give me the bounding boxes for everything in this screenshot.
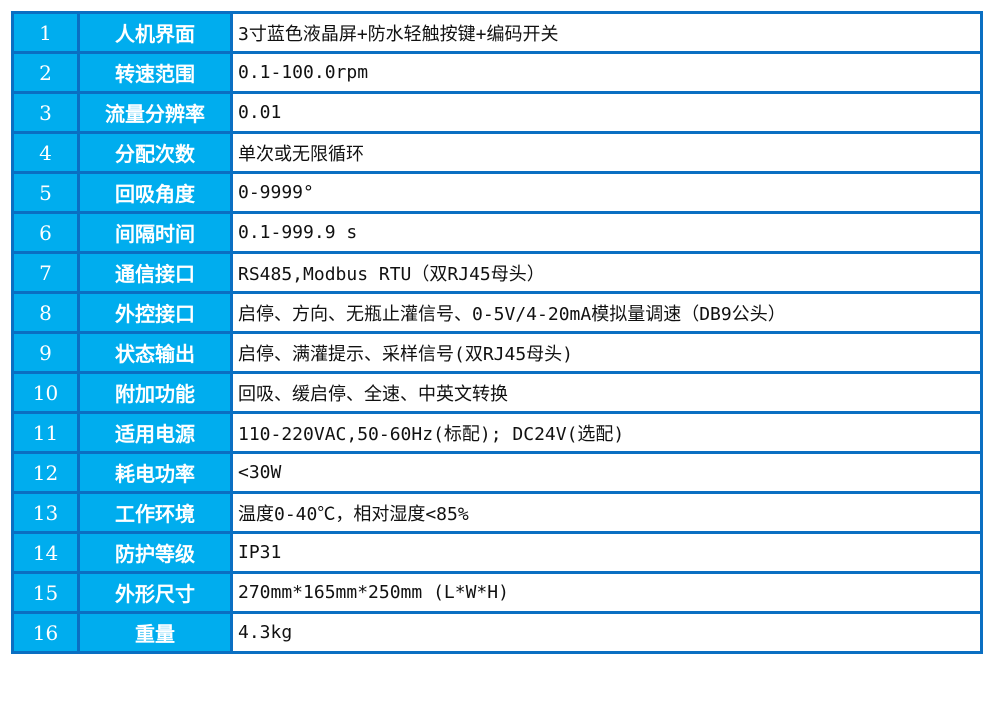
spec-value: 单次或无限循环 <box>230 131 983 174</box>
spec-value: 0.01 <box>230 91 983 134</box>
spec-label: 外控接口 <box>77 291 233 334</box>
spec-row: 15 外形尺寸 270mm*165mm*250mm (L*W*H) <box>11 571 983 614</box>
spec-value: 0.1-100.0rpm <box>230 51 983 94</box>
spec-row: 8 外控接口 启停、方向、无瓶止灌信号、0-5V/4-20mA模拟量调速（DB9公头… <box>11 291 983 334</box>
row-number: 13 <box>11 491 80 534</box>
row-number: 8 <box>11 291 80 334</box>
spec-row: 7 通信接口 RS485,Modbus RTU（双RJ45母头） <box>11 251 983 294</box>
spec-label: 工作环境 <box>77 491 233 534</box>
spec-label: 分配次数 <box>77 131 233 174</box>
row-number: 2 <box>11 51 80 94</box>
spec-value: 4.3kg <box>230 611 983 654</box>
spec-value: 0-9999° <box>230 171 983 214</box>
row-number: 1 <box>11 11 80 54</box>
spec-row: 16 重量 4.3kg <box>11 611 983 654</box>
row-number: 9 <box>11 331 80 374</box>
spec-value: 温度0-40℃，相对湿度<85% <box>230 491 983 534</box>
spec-value: 0.1-999.9 s <box>230 211 983 254</box>
spec-label: 附加功能 <box>77 371 233 414</box>
spec-row: 3 流量分辨率 0.01 <box>11 91 983 134</box>
spec-value: 启停、满灌提示、采样信号(双RJ45母头) <box>230 331 983 374</box>
spec-value: 启停、方向、无瓶止灌信号、0-5V/4-20mA模拟量调速（DB9公头） <box>230 291 983 334</box>
spec-row: 10 附加功能 回吸、缓启停、全速、中英文转换 <box>11 371 983 414</box>
row-number: 4 <box>11 131 80 174</box>
spec-row: 11 适用电源 110-220VAC,50-60Hz(标配); DC24V(选配) <box>11 411 983 454</box>
spec-row: 1 人机界面 3寸蓝色液晶屏+防水轻触按键+编码开关 <box>11 11 983 54</box>
spec-table: 1 人机界面 3寸蓝色液晶屏+防水轻触按键+编码开关 2 转速范围 0.1-100.0rp… <box>11 11 983 654</box>
row-number: 12 <box>11 451 80 494</box>
spec-row: 6 间隔时间 0.1-999.9 s <box>11 211 983 254</box>
spec-value: 270mm*165mm*250mm (L*W*H) <box>230 571 983 614</box>
spec-row: 2 转速范围 0.1-100.0rpm <box>11 51 983 94</box>
spec-label: 流量分辨率 <box>77 91 233 134</box>
spec-label: 间隔时间 <box>77 211 233 254</box>
spec-label: 人机界面 <box>77 11 233 54</box>
row-number: 15 <box>11 571 80 614</box>
spec-value: 110-220VAC,50-60Hz(标配); DC24V(选配) <box>230 411 983 454</box>
spec-label: 外形尺寸 <box>77 571 233 614</box>
spec-label: 通信接口 <box>77 251 233 294</box>
spec-label: 耗电功率 <box>77 451 233 494</box>
spec-row: 5 回吸角度 0-9999° <box>11 171 983 214</box>
spec-value: IP31 <box>230 531 983 574</box>
spec-label: 重量 <box>77 611 233 654</box>
spec-row: 4 分配次数 单次或无限循环 <box>11 131 983 174</box>
spec-label: 转速范围 <box>77 51 233 94</box>
spec-label: 状态输出 <box>77 331 233 374</box>
spec-value: 3寸蓝色液晶屏+防水轻触按键+编码开关 <box>230 11 983 54</box>
row-number: 11 <box>11 411 80 454</box>
row-number: 14 <box>11 531 80 574</box>
spec-value: <30W <box>230 451 983 494</box>
spec-label: 防护等级 <box>77 531 233 574</box>
row-number: 16 <box>11 611 80 654</box>
spec-row: 13 工作环境 温度0-40℃，相对湿度<85% <box>11 491 983 534</box>
row-number: 3 <box>11 91 80 134</box>
spec-row: 12 耗电功率 <30W <box>11 451 983 494</box>
row-number: 6 <box>11 211 80 254</box>
spec-value: RS485,Modbus RTU（双RJ45母头） <box>230 251 983 294</box>
spec-row: 14 防护等级 IP31 <box>11 531 983 574</box>
row-number: 5 <box>11 171 80 214</box>
spec-label: 回吸角度 <box>77 171 233 214</box>
spec-label: 适用电源 <box>77 411 233 454</box>
spec-value: 回吸、缓启停、全速、中英文转换 <box>230 371 983 414</box>
row-number: 7 <box>11 251 80 294</box>
row-number: 10 <box>11 371 80 414</box>
spec-table-body: 1 人机界面 3寸蓝色液晶屏+防水轻触按键+编码开关 2 转速范围 0.1-100.0rp… <box>11 11 983 654</box>
spec-row: 9 状态输出 启停、满灌提示、采样信号(双RJ45母头) <box>11 331 983 374</box>
